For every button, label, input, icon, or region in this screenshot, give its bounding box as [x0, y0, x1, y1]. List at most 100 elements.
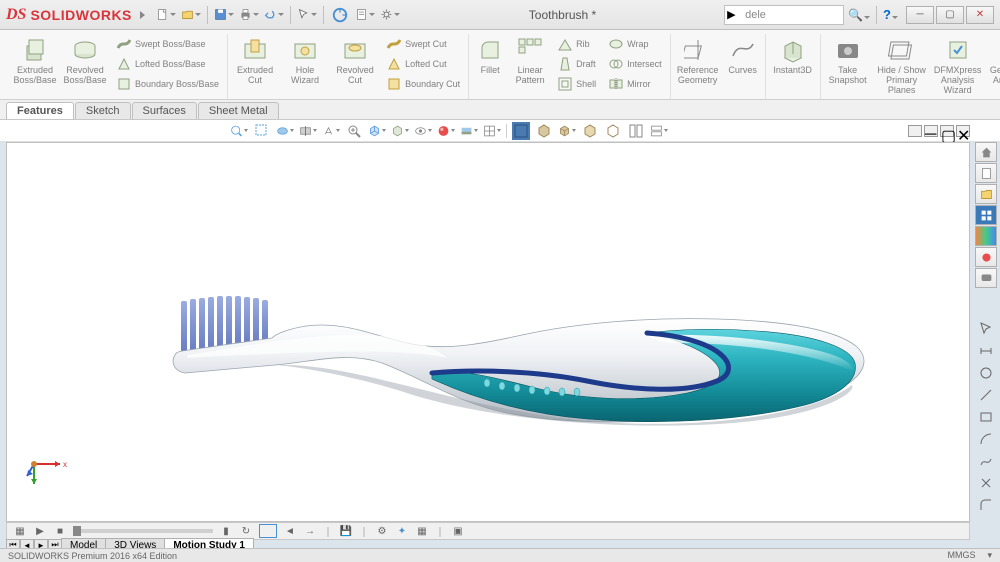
minimize-button[interactable]: ─ [906, 6, 934, 24]
instant3d-button[interactable]: Instant3D [768, 34, 818, 78]
curves-button[interactable]: Curves [723, 34, 763, 88]
fillet-button[interactable]: Fillet [471, 34, 509, 94]
logo-dropdown-icon[interactable] [140, 11, 145, 19]
reference-geometry-button[interactable]: Reference Geometry [673, 34, 723, 88]
tab-sketch[interactable]: Sketch [75, 102, 131, 119]
view-orientation-button[interactable] [368, 122, 386, 140]
rib-button[interactable]: Rib [555, 34, 598, 54]
draft-button[interactable]: Draft [555, 54, 598, 74]
section-view-button[interactable] [299, 122, 317, 140]
hide-show-planes-button[interactable]: Hide / Show Primary Planes [873, 34, 931, 98]
tp-appearances-button[interactable] [975, 226, 997, 246]
lofted-cut-button[interactable]: Lofted Cut [384, 54, 462, 74]
rebuild-button[interactable] [329, 4, 351, 26]
cube-1-button[interactable] [535, 122, 553, 140]
revolved-cut-button[interactable]: Revolved Cut [330, 34, 380, 94]
motion-collapse-button[interactable]: ▣ [451, 524, 465, 538]
app-logo[interactable]: DS SOLIDWORKS [6, 6, 145, 24]
tp-design-library-button[interactable] [975, 163, 997, 183]
motion-results-button[interactable]: ▦ [415, 524, 429, 538]
dfmxpress-button[interactable]: DFMXpress Analysis Wizard [931, 34, 985, 98]
apply-scene-button[interactable] [460, 122, 478, 140]
tp-custom-props-button[interactable] [975, 247, 997, 267]
motion-back-button[interactable]: ◄ [283, 524, 297, 538]
cube-2-button[interactable] [558, 122, 576, 140]
mirror-button[interactable]: Mirror [606, 74, 664, 94]
help-button[interactable]: ? [883, 7, 898, 22]
doc-restore-icon[interactable] [908, 125, 922, 137]
sk-point-button[interactable] [975, 472, 997, 494]
window-tile-button[interactable] [627, 122, 645, 140]
graphics-viewport[interactable]: x [6, 142, 970, 522]
linear-pattern-button[interactable]: Linear Pattern [509, 34, 551, 94]
options-button[interactable] [379, 4, 401, 26]
close-button[interactable]: ✕ [966, 6, 994, 24]
prev-view-button[interactable] [276, 122, 294, 140]
sk-circle-button[interactable] [975, 362, 997, 384]
dynamic-annotation-button[interactable] [322, 122, 340, 140]
tp-forum-button[interactable] [975, 268, 997, 288]
search-dropdown-icon[interactable]: 🔍 [848, 8, 870, 22]
motion-prev-button[interactable]: ▮ [219, 524, 233, 538]
window-cascade-button[interactable] [650, 122, 668, 140]
swept-boss-button[interactable]: Swept Boss/Base [114, 34, 221, 54]
revolved-boss-button[interactable]: Revolved Boss/Base [60, 34, 110, 94]
status-caret-icon[interactable]: ▾ [987, 550, 992, 561]
geometry-analysis-button[interactable]: Geometry Analysis [985, 34, 1000, 98]
motion-loop-button[interactable]: ↻ [239, 524, 253, 538]
edit-appearance-button[interactable] [437, 122, 455, 140]
display-style-button[interactable] [391, 122, 409, 140]
extruded-boss-button[interactable]: Extruded Boss/Base [10, 34, 60, 94]
motion-play-button[interactable]: ▶ [33, 524, 47, 538]
extruded-cut-button[interactable]: Extruded Cut [230, 34, 280, 94]
boundary-cut-button[interactable]: Boundary Cut [384, 74, 462, 94]
shell-button[interactable]: Shell [555, 74, 598, 94]
sk-smart-dim-button[interactable] [975, 340, 997, 362]
tp-file-explorer-button[interactable] [975, 184, 997, 204]
motion-save-button[interactable]: 💾 [339, 524, 353, 538]
tab-surfaces[interactable]: Surfaces [132, 102, 197, 119]
take-snapshot-button[interactable]: Take Snapshot [823, 34, 873, 98]
zoom-fit-button[interactable] [230, 122, 248, 140]
new-doc-button[interactable] [155, 4, 177, 26]
motion-fwd-button[interactable]: → [303, 524, 317, 538]
sk-select-button[interactable] [975, 318, 997, 340]
magnify-button[interactable] [345, 122, 363, 140]
doc-close-button[interactable]: ✕ [956, 125, 970, 137]
sk-rect-button[interactable] [975, 406, 997, 428]
boundary-boss-button[interactable]: Boundary Boss/Base [114, 74, 221, 94]
tab-features[interactable]: Features [6, 102, 74, 119]
undo-button[interactable] [263, 4, 285, 26]
file-props-button[interactable] [354, 4, 376, 26]
doc-maximize-button[interactable]: ▢ [940, 125, 954, 137]
print-button[interactable] [238, 4, 260, 26]
tp-view-palette-button[interactable] [975, 205, 997, 225]
motion-calc-button[interactable]: ▦ [13, 524, 27, 538]
sk-arc-button[interactable] [975, 428, 997, 450]
motion-time-slider[interactable] [73, 529, 213, 533]
zoom-area-button[interactable] [253, 122, 271, 140]
view-settings-button[interactable] [483, 122, 501, 140]
intersect-button[interactable]: Intersect [606, 54, 664, 74]
sk-spline-button[interactable] [975, 450, 997, 472]
hole-wizard-button[interactable]: Hole Wizard [280, 34, 330, 94]
motion-key-frame[interactable] [259, 524, 277, 538]
select-button[interactable] [296, 4, 318, 26]
tab-sheetmetal[interactable]: Sheet Metal [198, 102, 279, 119]
command-search-input[interactable] [724, 5, 844, 25]
save-button[interactable] [213, 4, 235, 26]
sk-line-button[interactable] [975, 384, 997, 406]
motion-wizard-button[interactable]: ✦ [395, 524, 409, 538]
swept-cut-button[interactable]: Swept Cut [384, 34, 462, 54]
sk-fillet-button[interactable] [975, 494, 997, 516]
motion-motor-button[interactable]: ⚙ [375, 524, 389, 538]
wrap-button[interactable]: Wrap [606, 34, 664, 54]
doc-minimize-button[interactable]: ─ [924, 125, 938, 137]
open-button[interactable] [180, 4, 202, 26]
render-region-button[interactable] [512, 122, 530, 140]
view-triad[interactable]: x [22, 436, 72, 491]
tp-home-button[interactable] [975, 142, 997, 162]
motion-stop-button[interactable]: ■ [53, 524, 67, 538]
status-units[interactable]: MMGS [947, 550, 975, 561]
lofted-boss-button[interactable]: Lofted Boss/Base [114, 54, 221, 74]
